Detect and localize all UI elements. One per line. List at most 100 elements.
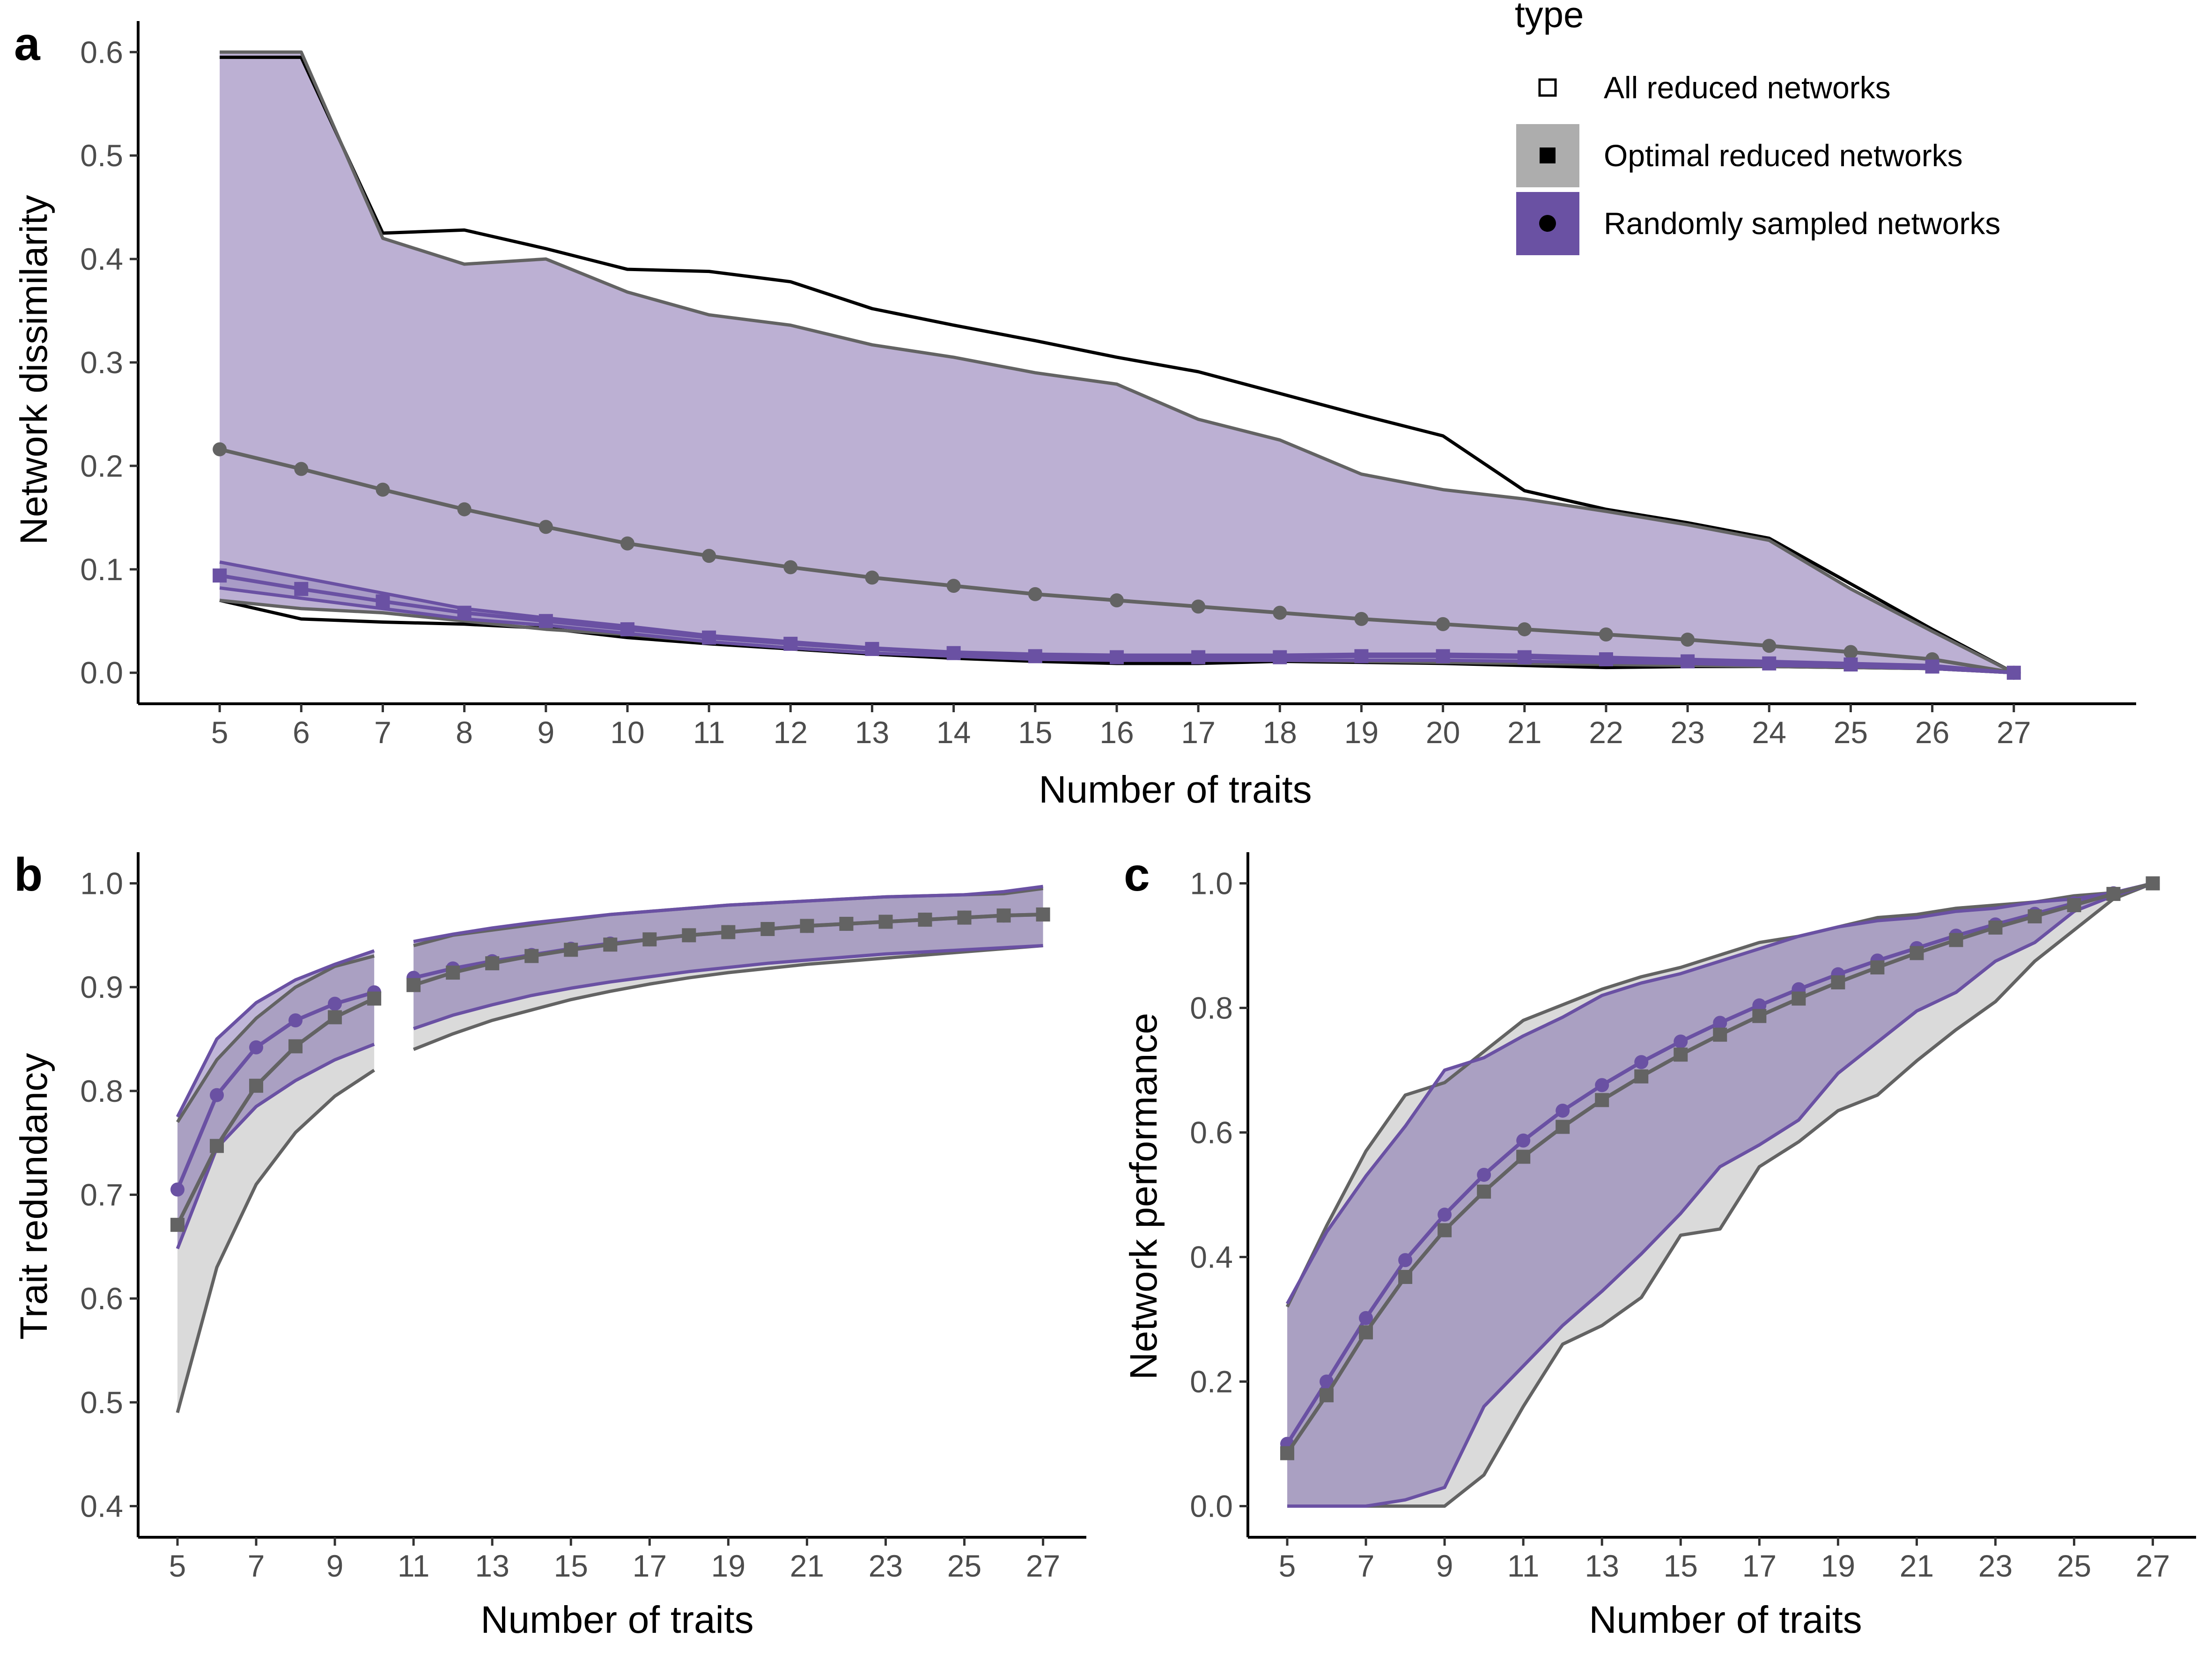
x-tick-label: 17: [1181, 715, 1215, 750]
x-tick-label: 5: [1279, 1548, 1296, 1583]
x-tick-label: 17: [633, 1548, 667, 1583]
data-point-square: [702, 630, 716, 645]
data-point-square: [2146, 876, 2160, 891]
panel-c: c 0.0 0.2 0.4 0.6 0.8 1.0 5 7 9 11 13 15 17 19 21 23 25 2…: [1122, 848, 2196, 1641]
random-lower-line: [413, 944, 1043, 1031]
y-tick-label: 0.8: [80, 1074, 123, 1108]
y-tick-label: 0.6: [80, 1281, 123, 1316]
y-tick-label: 0.2: [1190, 1364, 1233, 1399]
x-tick-label: 19: [1821, 1548, 1855, 1583]
legend-filled-square-icon: [1540, 147, 1556, 163]
panel-c-plot: 0.0 0.2 0.4 0.6 0.8 1.0 5 7 9 11 13 15 17 19 21 23 25 27: [1190, 852, 2196, 1583]
random-upper-line: [1285, 882, 2153, 1305]
random-upper-line: [220, 50, 2015, 674]
y-tick-label: 1.0: [80, 866, 123, 901]
data-point-square: [1028, 649, 1042, 664]
y-tick-label: 0.2: [80, 449, 123, 483]
data-point-square: [918, 913, 932, 927]
x-tick-label: 19: [1344, 715, 1379, 750]
x-tick-label: 13: [475, 1548, 509, 1583]
data-point-square: [564, 943, 578, 957]
data-point-square: [249, 1078, 264, 1093]
x-tick-label: 7: [374, 715, 391, 750]
data-point-square: [538, 614, 553, 628]
panel-a: a 0.0 0.1 0.2 0.3 0.4 0.5 0.6 5 6 7 8 9 10 11 12 13 14 15…: [13, 18, 2136, 811]
all-reduced-lower-line: [413, 944, 1043, 1051]
data-point-circle: [1556, 1103, 1570, 1118]
data-point-circle: [1191, 599, 1206, 614]
legend-circle-icon: [1539, 215, 1556, 232]
data-point-square: [800, 919, 814, 933]
data-point-square: [996, 908, 1011, 923]
data-point-square: [524, 949, 539, 963]
x-tick-label: 21: [790, 1548, 824, 1583]
data-point-square: [210, 1139, 224, 1153]
data-point-circle: [620, 536, 634, 551]
y-tick-label: 1.0: [1190, 866, 1233, 901]
x-tick-label: 11: [1507, 1548, 1540, 1583]
data-point-square: [367, 991, 382, 1006]
x-tick-label: 13: [1585, 1548, 1619, 1583]
data-point-square: [1752, 1009, 1767, 1023]
data-point-square: [1713, 1027, 1727, 1042]
data-point-square: [946, 646, 961, 660]
data-point-circle: [376, 482, 390, 497]
data-point-circle: [1674, 1034, 1688, 1049]
y-tick-label: 0.7: [80, 1178, 123, 1212]
x-tick-label: 14: [936, 715, 971, 750]
data-point-square: [1477, 1184, 1491, 1199]
data-point-circle: [1595, 1078, 1609, 1092]
data-point-square: [1599, 652, 1613, 667]
x-tick-label: 8: [456, 715, 473, 750]
data-point-square: [2067, 898, 2081, 913]
data-point-circle: [1109, 593, 1124, 608]
x-tick-label: 27: [2136, 1548, 2170, 1583]
data-point-circle: [213, 442, 227, 457]
data-point-square: [1792, 991, 1806, 1006]
data-point-square: [1273, 650, 1287, 664]
data-point-square: [783, 636, 798, 651]
legend-title: type: [1515, 0, 1584, 35]
data-point-square: [1280, 1446, 1295, 1460]
data-point-circle: [288, 1013, 303, 1028]
data-point-circle: [1436, 617, 1450, 631]
data-point-circle: [1320, 1374, 1334, 1389]
panel-c-ylabel: Network performance: [1122, 1013, 1165, 1380]
x-tick-label: 18: [1263, 715, 1297, 750]
y-tick-label: 0.4: [1190, 1240, 1233, 1275]
x-tick-label: 5: [169, 1548, 186, 1583]
x-tick-label: 6: [293, 715, 310, 750]
data-point-circle: [210, 1088, 224, 1102]
x-tick-label: 23: [1978, 1548, 2013, 1583]
data-point-square: [1036, 907, 1050, 922]
y-tick-label: 0.9: [80, 970, 123, 1004]
data-point-square: [1831, 975, 1845, 989]
x-tick-label: 13: [855, 715, 889, 750]
data-point-circle: [328, 996, 342, 1011]
random-lower-line: [1287, 882, 2153, 1508]
data-point-square: [170, 1217, 185, 1232]
data-point-square: [1320, 1388, 1334, 1402]
data-point-square: [1910, 946, 1924, 960]
data-point-square: [406, 978, 421, 992]
random-upper-line: [413, 885, 1044, 944]
x-tick-label: 11: [398, 1548, 430, 1583]
data-point-square: [328, 1010, 342, 1025]
data-point-circle: [783, 560, 798, 575]
data-point-circle: [946, 579, 961, 593]
data-point-circle: [1713, 1016, 1727, 1030]
y-tick-label: 0.8: [1190, 991, 1233, 1025]
panel-c-label: c: [1124, 848, 1150, 901]
data-point-circle: [1359, 1311, 1373, 1325]
x-tick-label: 27: [1026, 1548, 1060, 1583]
panel-b-plot: 0.4 0.5 0.6 0.7 0.8 0.9 1.0 5 7 9 11 13 15 17 19 21 23 25…: [80, 852, 1086, 1583]
data-point-square: [1359, 1325, 1373, 1340]
data-point-circle: [1516, 1133, 1531, 1148]
legend-label-random: Randomly sampled networks: [1604, 206, 2000, 241]
y-tick-label: 0.4: [80, 242, 123, 276]
data-point-square: [1436, 649, 1450, 664]
data-point-square: [1634, 1069, 1649, 1084]
data-point-circle: [1681, 633, 1695, 647]
data-point-square: [1595, 1093, 1609, 1107]
y-tick-label: 0.0: [80, 656, 123, 690]
